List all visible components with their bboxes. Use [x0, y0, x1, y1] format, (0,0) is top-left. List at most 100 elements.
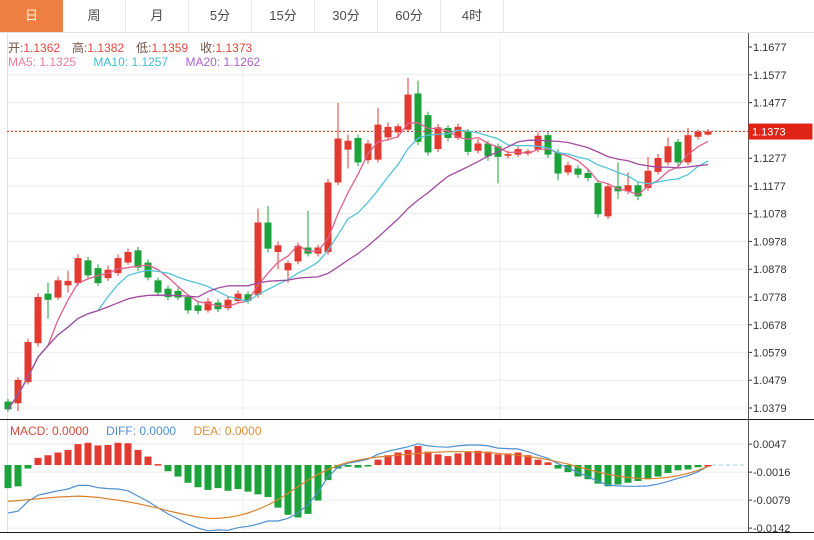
- candle-body: [534, 135, 542, 150]
- candle-body: [554, 152, 562, 174]
- macd-hist-bar: [664, 465, 672, 473]
- macd-hist-bar: [34, 457, 42, 465]
- macd-hist-bar: [294, 465, 302, 518]
- open-label: 开:: [8, 41, 24, 55]
- macd-hist-bar: [214, 465, 222, 489]
- axis-tick-label: 1.1078: [753, 209, 787, 221]
- timeframe-tabbar: 日 周 月 5分 15分 30分 60分 4时: [0, 0, 814, 33]
- axis-tick-label: 1.0678: [753, 320, 787, 332]
- macd-hist-bar: [204, 465, 212, 490]
- ma10-line: [7, 129, 709, 410]
- macd-hist-bar: [504, 453, 512, 465]
- tab-60min[interactable]: 60分: [378, 0, 441, 32]
- dea-value-readout: DEA: 0.0000: [193, 424, 262, 438]
- candle-body: [64, 280, 72, 286]
- macd-hist-bar: [434, 454, 442, 465]
- candle-body: [564, 165, 572, 173]
- candle-body: [694, 131, 702, 137]
- candle-body: [44, 293, 52, 300]
- macd-hist-bar: [314, 465, 322, 501]
- candle-body: [194, 305, 202, 311]
- axis-tick-label: -0.0016: [753, 467, 790, 479]
- tab-week[interactable]: 周: [63, 0, 126, 32]
- macd-hist-bar: [254, 465, 262, 495]
- candle-body: [4, 401, 12, 410]
- candle-body: [544, 135, 552, 155]
- candle-body: [644, 170, 652, 189]
- tab-day[interactable]: 日: [0, 0, 63, 32]
- candle-body: [234, 293, 242, 301]
- candle-body: [344, 140, 352, 150]
- axis-tick-label: 1.0878: [753, 264, 787, 276]
- tab-5min[interactable]: 5分: [189, 0, 252, 32]
- macd-hist-bar: [194, 465, 202, 488]
- macd-hist-bar: [474, 450, 482, 465]
- axis-tick-label: 1.0479: [753, 375, 787, 387]
- axis-tick-label: 1.1577: [753, 70, 787, 82]
- candle-body: [254, 222, 262, 295]
- macd-hist-bar: [564, 465, 572, 473]
- macd-hist-bar: [424, 451, 432, 465]
- macd-hist-bar: [124, 443, 132, 465]
- macd-hist-bar: [674, 465, 682, 471]
- macd-hist-bar: [94, 445, 102, 465]
- macd-hist-bar: [234, 465, 242, 489]
- close-label: 收:: [200, 41, 216, 55]
- candle-body: [444, 127, 452, 138]
- macd-hist-bar: [244, 465, 252, 492]
- axis-tick-label: -0.0079: [753, 495, 790, 507]
- macd-hist-bar: [84, 442, 92, 465]
- axis-tick-label: 0.0047: [753, 439, 787, 451]
- candle-body: [284, 263, 292, 271]
- macd-hist-bar: [414, 445, 422, 465]
- candle-body: [584, 172, 592, 178]
- candle-body: [464, 131, 472, 152]
- macd-hist-bar: [274, 465, 282, 508]
- macd-hist-bar: [484, 451, 492, 465]
- candle-body: [384, 126, 392, 138]
- candle-body: [484, 143, 492, 157]
- macd-hist-bar: [114, 442, 122, 465]
- macd-hist-bar: [654, 465, 662, 477]
- macd-hist-bar: [134, 449, 142, 465]
- low-value: 1.1359: [151, 41, 189, 55]
- candle-body: [204, 301, 212, 311]
- axis-tick-label: -0.0142: [753, 523, 790, 535]
- candle-body: [394, 126, 402, 133]
- diff-value-readout: DIFF: 0.0000: [106, 424, 177, 438]
- candle-body: [434, 127, 442, 150]
- tab-30min[interactable]: 30分: [315, 0, 378, 32]
- candle-body: [264, 222, 272, 249]
- tab-4hour[interactable]: 4时: [441, 0, 504, 32]
- candle-body: [34, 297, 42, 344]
- ma20-line: [7, 139, 709, 410]
- macd-hist-bar: [184, 465, 192, 483]
- macd-readout: MACD: 0.0000 DIFF: 0.0000 DEA: 0.0000: [10, 424, 262, 438]
- macd-value-readout: MACD: 0.0000: [10, 424, 89, 438]
- macd-hist-bar: [284, 465, 292, 515]
- candle-body: [664, 146, 672, 163]
- axis-tick-label: 1.0778: [753, 292, 787, 304]
- ma10-readout: MA10: 1.1257: [93, 55, 169, 69]
- candle-body: [184, 297, 192, 311]
- axis-tick-label: 1.1477: [753, 98, 787, 110]
- macd-hist-bar: [144, 456, 152, 465]
- ma5-readout: MA5: 1.1325: [8, 55, 77, 69]
- candle-body: [54, 280, 62, 298]
- macd-hist-bar: [544, 462, 552, 465]
- macd-hist-bar: [554, 465, 562, 469]
- macd-hist-bar: [614, 465, 622, 485]
- tab-15min[interactable]: 15分: [252, 0, 315, 32]
- tab-month[interactable]: 月: [126, 0, 189, 32]
- candle-body: [174, 290, 182, 298]
- candle-body: [474, 143, 482, 151]
- low-label: 低:: [136, 41, 152, 55]
- macd-hist-bar: [594, 465, 602, 484]
- close-value: 1.1373: [215, 41, 253, 55]
- macd-hist-bar: [644, 465, 652, 480]
- candle-body: [634, 185, 642, 197]
- axis-tick-label: 1.0978: [753, 236, 787, 248]
- candle-body: [624, 185, 632, 192]
